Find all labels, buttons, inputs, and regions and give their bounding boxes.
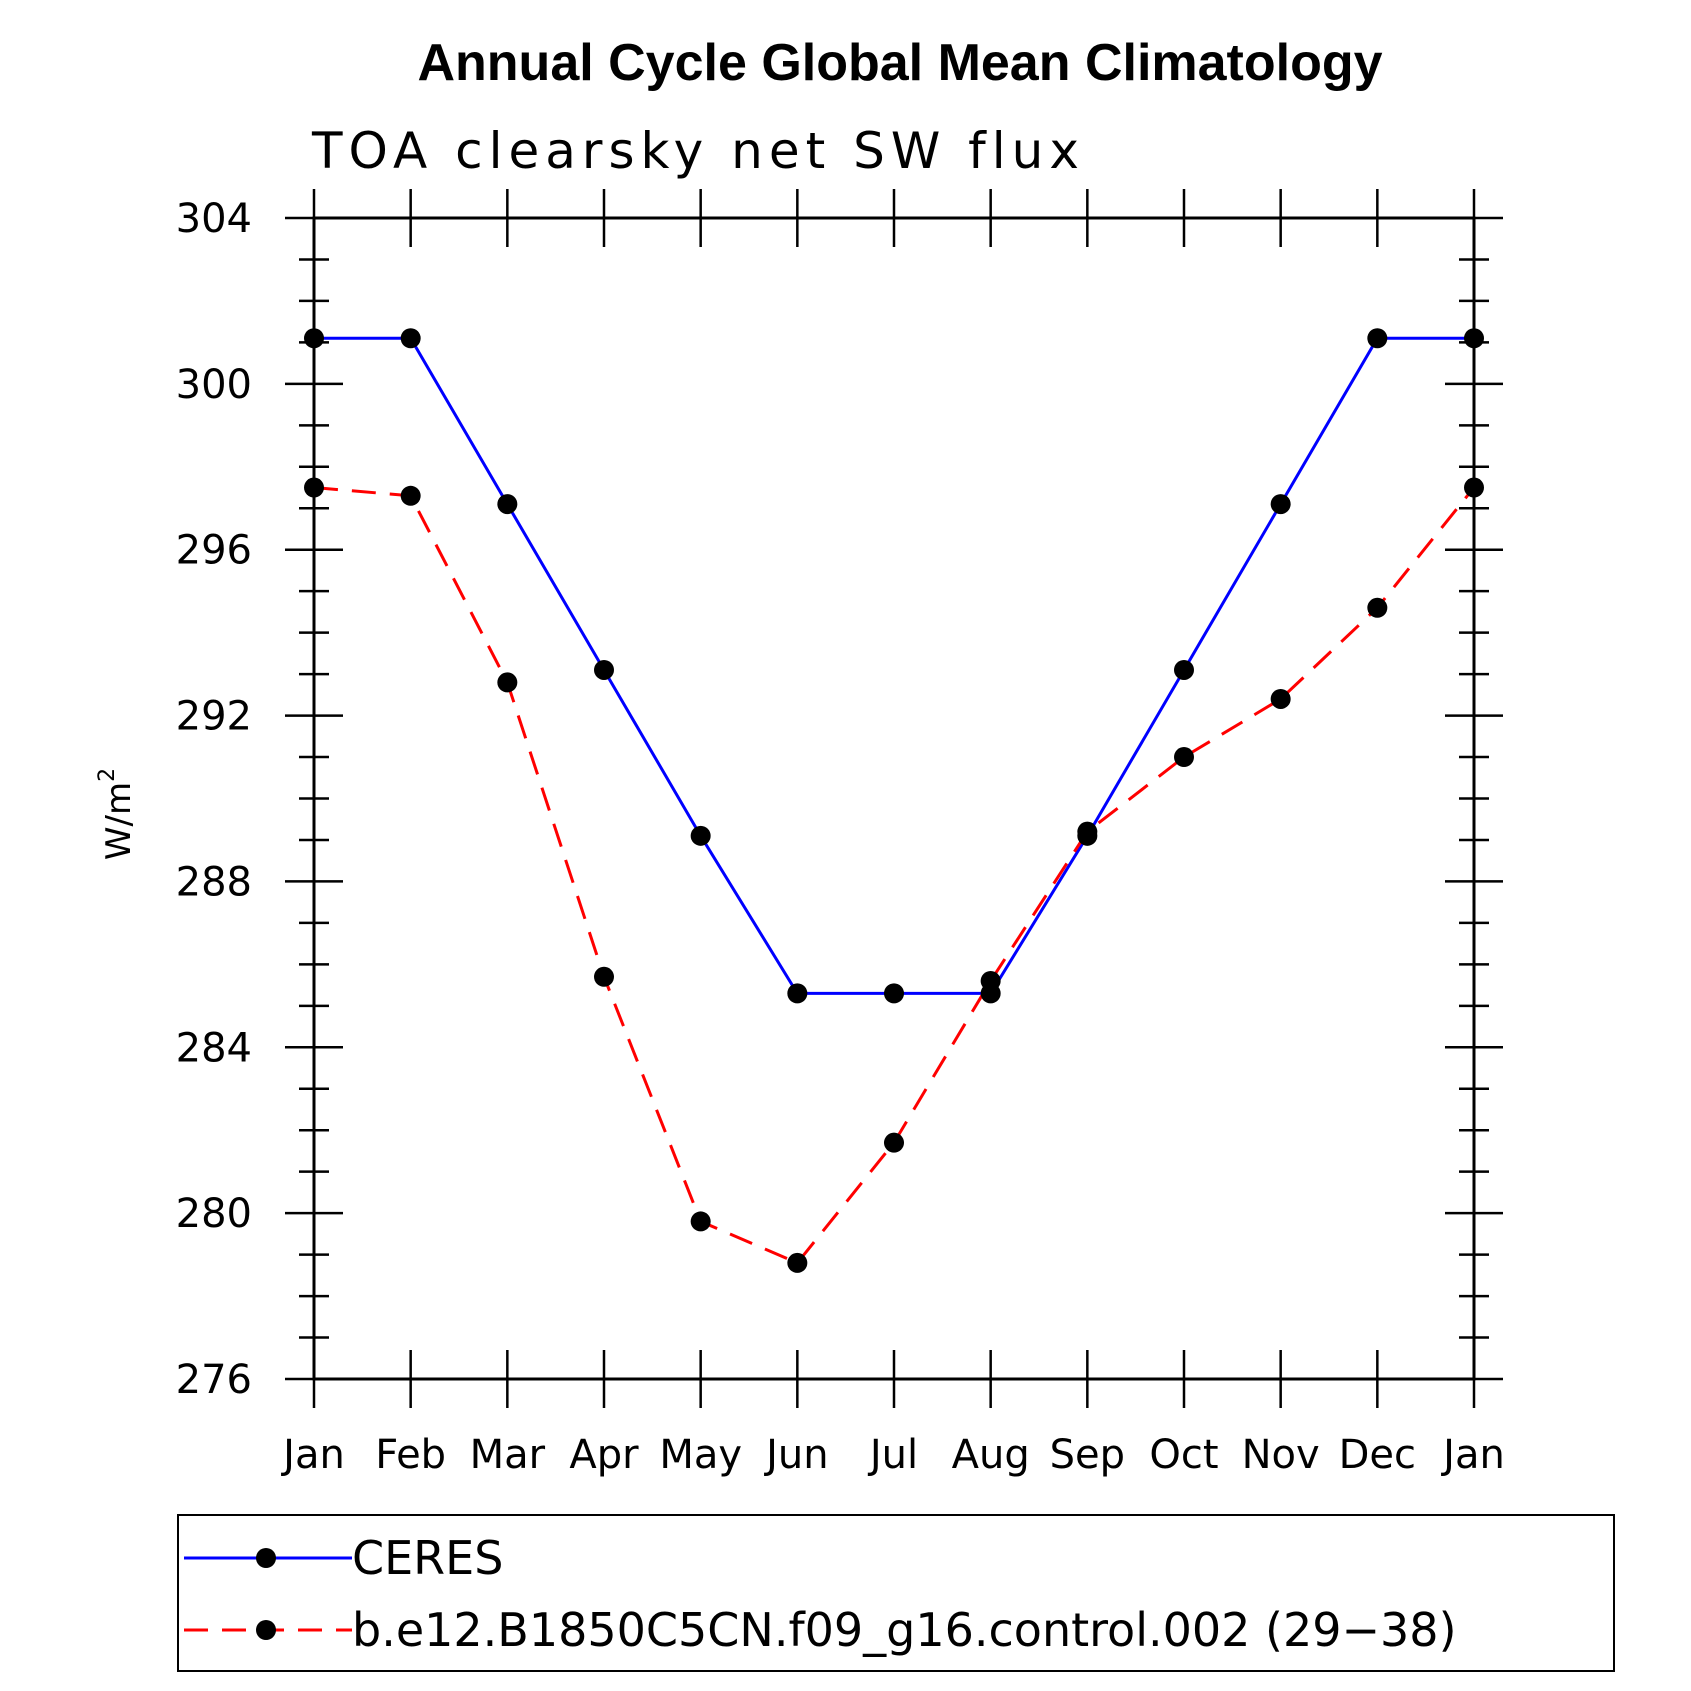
y-axis-label-text: W/m	[99, 782, 139, 860]
legend: CERES b.e12.B1850C5CN.f09_g16.control.00…	[177, 1514, 1615, 1672]
series-0-point	[787, 983, 808, 1004]
y-tick-label: 304	[176, 196, 252, 242]
series-1-point	[1367, 597, 1388, 618]
axes: 276 280 284 288 292 296 300 304 Jan Feb Mar Apr May J…	[176, 189, 1505, 1478]
x-tick-label: Jan	[1440, 1432, 1505, 1478]
series-0-point	[497, 494, 518, 515]
series-0-point	[1270, 494, 1291, 515]
series-0-point	[1174, 659, 1194, 680]
series-1-point	[1174, 747, 1194, 768]
legend-marker-ceres	[256, 1548, 276, 1568]
series-line-0	[314, 336, 1474, 995]
y-axis-label-superscript: 2	[95, 768, 120, 782]
y-axis-label: W/m2	[95, 768, 139, 860]
series-0-point	[594, 659, 614, 680]
series-0-point	[400, 328, 421, 349]
y-tick-label: 300	[176, 362, 252, 408]
x-tick-label: Mar	[470, 1432, 546, 1478]
y-tick-label: 280	[176, 1191, 252, 1237]
series-0-point	[1367, 328, 1388, 349]
x-tick-label: Sep	[1050, 1432, 1125, 1478]
series-0-point	[884, 983, 904, 1004]
chart-subtitle: TOA clearsky net SW flux	[311, 122, 1085, 180]
x-tick-label: May	[659, 1432, 742, 1478]
x-tick-label: Nov	[1242, 1432, 1320, 1478]
legend-box	[177, 1514, 1615, 1672]
series-1-point	[1464, 477, 1484, 498]
series-0-point	[304, 328, 324, 349]
x-tick-label: Apr	[569, 1432, 639, 1478]
y-tick-label: 288	[176, 859, 252, 905]
series-1-point	[497, 672, 518, 693]
x-tick-label: Aug	[952, 1432, 1030, 1478]
series-1-point	[980, 970, 1001, 991]
series-1-point	[594, 966, 614, 987]
x-tick-label: Jun	[763, 1432, 829, 1478]
y-tick-label: 284	[176, 1025, 252, 1071]
chart-title: Annual Cycle Global Mean Climatology	[417, 34, 1382, 92]
series-0-point	[1464, 328, 1484, 349]
y-tick-label: 292	[176, 694, 252, 740]
series-1-point	[884, 1132, 904, 1153]
y-tick-label: 276	[176, 1357, 252, 1403]
legend-entry-ceres: CERES	[352, 1531, 503, 1585]
legend-marker-model	[256, 1620, 276, 1640]
x-tick-label: Jul	[867, 1432, 918, 1478]
y-tick-label: 296	[176, 528, 252, 574]
series-1-point	[690, 1211, 711, 1232]
series-0-point	[690, 825, 711, 846]
series-1-point	[304, 477, 324, 498]
x-tick-label: Dec	[1339, 1432, 1416, 1478]
series-1-point	[787, 1252, 808, 1273]
series-1-point	[1077, 821, 1098, 842]
plot-frame	[312, 216, 1476, 1381]
x-tick-label: Feb	[375, 1432, 446, 1478]
x-tick-label: Jan	[280, 1432, 345, 1478]
series-1-point	[1270, 688, 1291, 709]
legend-entry-model: b.e12.B1850C5CN.f09_g16.control.002 (29−…	[352, 1603, 1457, 1657]
x-tick-label: Oct	[1149, 1432, 1218, 1478]
svg-text:W/m2: W/m2	[95, 768, 139, 860]
series-1-point	[400, 485, 421, 506]
series-layer	[304, 328, 1484, 1273]
